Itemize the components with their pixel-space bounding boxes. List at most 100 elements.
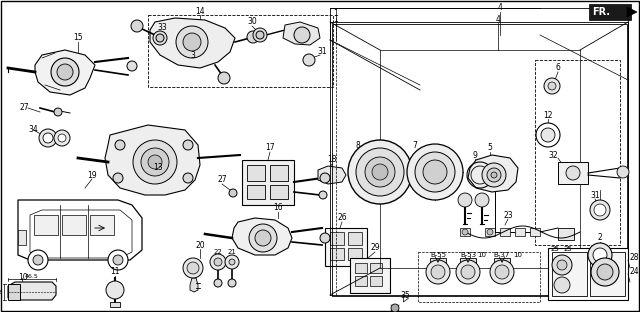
Bar	[515, 228, 525, 236]
Circle shape	[255, 230, 271, 246]
Text: 25: 25	[564, 246, 572, 252]
Circle shape	[456, 260, 480, 284]
Bar	[460, 258, 476, 270]
Circle shape	[187, 262, 199, 274]
Circle shape	[491, 172, 497, 178]
Text: 33: 33	[157, 23, 167, 32]
Polygon shape	[627, 7, 637, 17]
Text: 19: 19	[87, 170, 97, 179]
Polygon shape	[30, 210, 132, 258]
Circle shape	[544, 78, 560, 94]
Bar	[332, 24, 627, 296]
Text: 21: 21	[228, 249, 236, 255]
Circle shape	[214, 279, 222, 287]
Circle shape	[133, 140, 177, 184]
Text: 46.5: 46.5	[25, 274, 39, 279]
Text: 1: 1	[333, 16, 339, 25]
Circle shape	[593, 248, 607, 262]
Circle shape	[320, 173, 330, 183]
Text: 4: 4	[497, 3, 502, 12]
Bar	[418, 252, 540, 302]
Text: 1: 1	[333, 9, 339, 18]
Circle shape	[319, 191, 327, 199]
Circle shape	[176, 26, 208, 58]
Text: 17: 17	[265, 144, 275, 153]
Circle shape	[28, 250, 48, 270]
Circle shape	[106, 281, 124, 299]
Circle shape	[229, 259, 235, 265]
Text: 27: 27	[217, 175, 227, 184]
Circle shape	[127, 61, 137, 71]
Polygon shape	[190, 278, 198, 292]
Text: 28: 28	[0, 290, 2, 295]
Bar	[535, 60, 620, 245]
Text: 31: 31	[590, 191, 600, 199]
Circle shape	[348, 140, 412, 204]
Bar	[247, 165, 265, 181]
Text: 35: 35	[400, 290, 410, 300]
Circle shape	[253, 28, 267, 42]
Text: 14: 14	[195, 7, 205, 17]
Text: 2: 2	[598, 233, 602, 242]
Bar	[355, 276, 367, 286]
Bar	[348, 232, 362, 245]
Bar	[148, 15, 333, 87]
Bar	[270, 165, 288, 181]
Text: 20: 20	[195, 241, 205, 250]
Bar	[485, 228, 495, 236]
Circle shape	[487, 229, 493, 235]
Circle shape	[183, 173, 193, 183]
Bar	[348, 248, 362, 260]
Circle shape	[548, 82, 556, 90]
Bar	[494, 258, 510, 270]
Circle shape	[407, 144, 463, 200]
Bar	[460, 228, 470, 236]
Circle shape	[588, 243, 612, 267]
Bar	[90, 215, 114, 235]
Circle shape	[183, 33, 201, 51]
Circle shape	[57, 64, 73, 80]
Polygon shape	[35, 50, 95, 95]
Circle shape	[552, 255, 572, 275]
Circle shape	[39, 129, 57, 147]
Text: 25: 25	[550, 246, 559, 252]
Circle shape	[461, 265, 475, 279]
Bar	[370, 263, 382, 273]
Circle shape	[225, 255, 239, 269]
Bar	[247, 185, 265, 199]
Text: B-37: B-37	[494, 252, 510, 258]
Circle shape	[131, 20, 143, 32]
Circle shape	[229, 189, 237, 197]
Circle shape	[256, 31, 264, 39]
Bar	[355, 263, 367, 273]
Bar	[500, 228, 510, 236]
Polygon shape	[468, 155, 518, 192]
Text: 34: 34	[28, 125, 38, 134]
Circle shape	[156, 34, 164, 42]
Circle shape	[218, 72, 230, 84]
Text: 30: 30	[247, 17, 257, 27]
Polygon shape	[232, 218, 292, 255]
Bar	[270, 185, 288, 199]
Bar	[330, 232, 344, 245]
Circle shape	[426, 260, 450, 284]
Circle shape	[372, 164, 388, 180]
Text: 10: 10	[513, 252, 522, 258]
Bar	[350, 258, 390, 293]
Bar	[590, 252, 625, 296]
Circle shape	[495, 265, 509, 279]
Circle shape	[431, 265, 445, 279]
Text: 28: 28	[630, 253, 639, 262]
Circle shape	[487, 168, 501, 182]
Circle shape	[458, 193, 472, 207]
Text: 29: 29	[370, 243, 380, 252]
Bar	[110, 302, 120, 307]
Circle shape	[294, 27, 310, 43]
Circle shape	[554, 277, 570, 293]
Circle shape	[557, 260, 567, 270]
Circle shape	[490, 260, 514, 284]
Circle shape	[153, 31, 167, 45]
Circle shape	[183, 258, 203, 278]
Circle shape	[51, 58, 79, 86]
Text: 24: 24	[630, 267, 639, 276]
